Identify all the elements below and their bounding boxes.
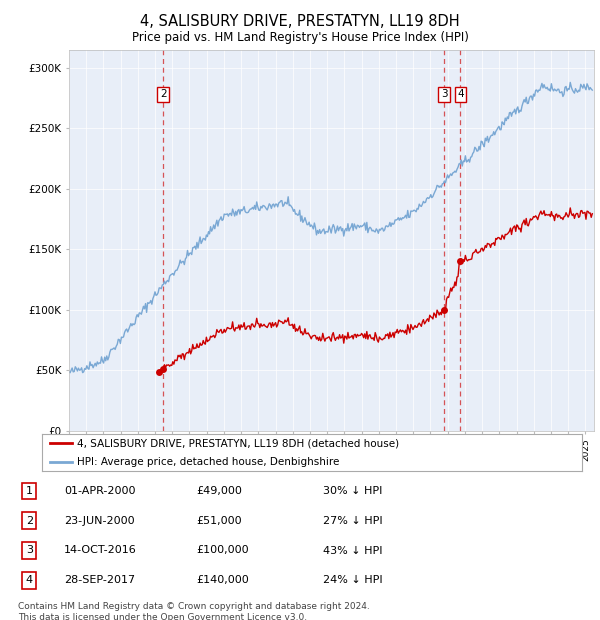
Text: 43% ↓ HPI: 43% ↓ HPI — [323, 546, 383, 556]
Text: 1: 1 — [26, 486, 33, 496]
Text: £140,000: £140,000 — [196, 575, 249, 585]
Text: £49,000: £49,000 — [196, 486, 242, 496]
Text: 24% ↓ HPI: 24% ↓ HPI — [323, 575, 383, 585]
Text: 28-SEP-2017: 28-SEP-2017 — [64, 575, 135, 585]
Text: HPI: Average price, detached house, Denbighshire: HPI: Average price, detached house, Denb… — [77, 457, 340, 467]
Text: 14-OCT-2016: 14-OCT-2016 — [64, 546, 137, 556]
Text: 30% ↓ HPI: 30% ↓ HPI — [323, 486, 382, 496]
Text: Contains HM Land Registry data © Crown copyright and database right 2024.
This d: Contains HM Land Registry data © Crown c… — [18, 602, 370, 620]
Text: £51,000: £51,000 — [196, 516, 242, 526]
Text: 4, SALISBURY DRIVE, PRESTATYN, LL19 8DH (detached house): 4, SALISBURY DRIVE, PRESTATYN, LL19 8DH … — [77, 438, 399, 448]
Text: 4, SALISBURY DRIVE, PRESTATYN, LL19 8DH: 4, SALISBURY DRIVE, PRESTATYN, LL19 8DH — [140, 14, 460, 29]
Text: 2: 2 — [26, 516, 33, 526]
Text: 3: 3 — [26, 546, 33, 556]
Text: 27% ↓ HPI: 27% ↓ HPI — [323, 516, 383, 526]
Text: 23-JUN-2000: 23-JUN-2000 — [64, 516, 134, 526]
Text: 4: 4 — [457, 89, 464, 99]
Text: 4: 4 — [26, 575, 33, 585]
Text: 2: 2 — [160, 89, 167, 99]
Text: 01-APR-2000: 01-APR-2000 — [64, 486, 136, 496]
Text: 3: 3 — [441, 89, 448, 99]
Text: £100,000: £100,000 — [196, 546, 249, 556]
Text: Price paid vs. HM Land Registry's House Price Index (HPI): Price paid vs. HM Land Registry's House … — [131, 31, 469, 43]
